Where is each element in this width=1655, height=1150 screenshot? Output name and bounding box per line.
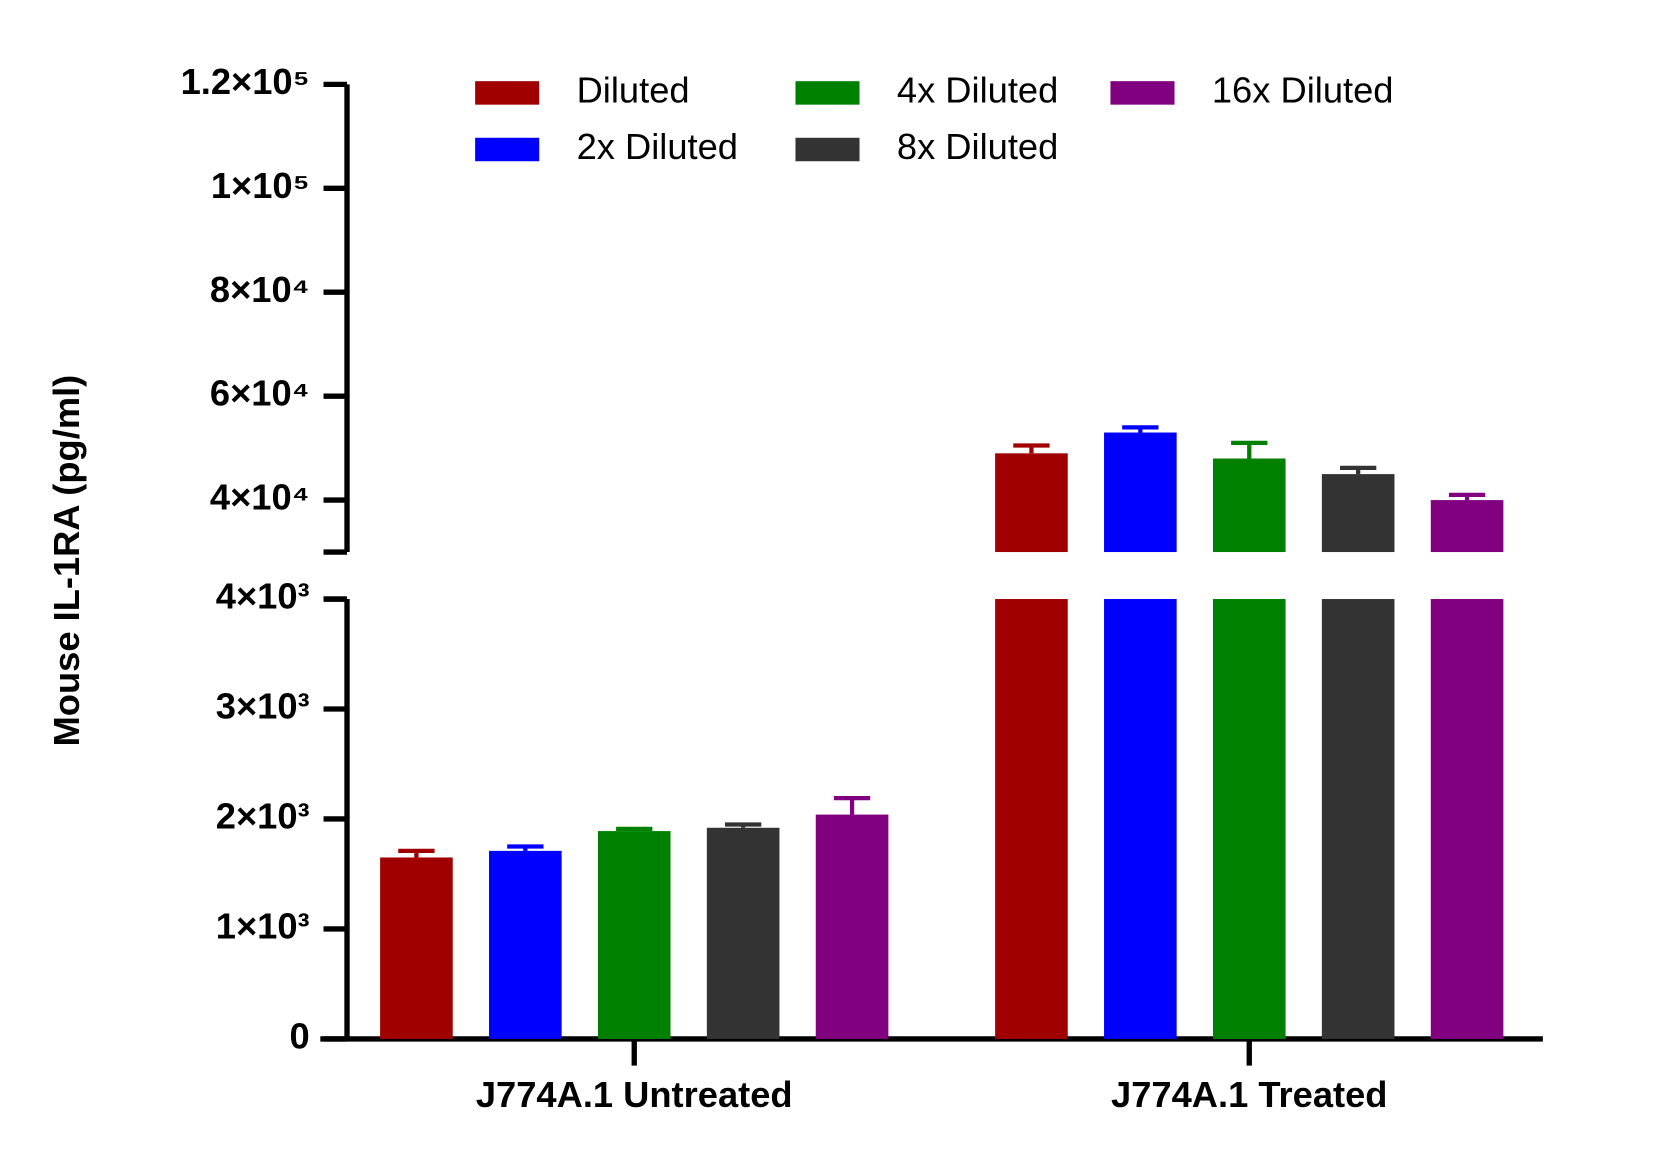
legend-label: 4x Diluted [897,70,1058,111]
bar-lower [1212,599,1286,1039]
legend-swatch [795,81,860,105]
bar-upper [995,453,1068,553]
bar-upper [1104,432,1177,553]
bar [597,831,671,1039]
y-tick-label: 1×10⁵ [211,165,310,206]
legend-swatch [795,137,860,162]
legend-label: Diluted [577,70,690,111]
x-tick-label: J774A.1 Treated [1111,1074,1387,1115]
legend-swatch [1110,81,1175,105]
y-axis-title: Mouse IL-1RA (pg/ml) [46,375,87,747]
bar-upper [1430,500,1504,553]
bar-upper [1212,458,1286,553]
bar-lower [1104,599,1177,1039]
y-tick-label: 4×10³ [216,576,310,617]
x-tick-label: J774A.1 Untreated [476,1074,793,1115]
bar-lower [995,599,1068,1039]
y-tick-label: 8×10⁴ [210,269,310,310]
y-tick-label: 2×10³ [216,796,310,837]
legend-label: 8x Diluted [897,126,1058,167]
y-tick-label: 1.2×10⁵ [181,61,310,102]
bar-lower [1321,599,1395,1039]
y-tick-label: 4×10⁴ [210,477,310,518]
bar [489,850,562,1039]
legend-label: 2x Diluted [577,126,738,167]
y-tick-label: 0 [289,1016,309,1057]
bar-upper [1321,474,1395,553]
y-tick-label: 1×10³ [216,906,310,947]
legend-swatch [475,137,540,162]
legend-label: 16x Diluted [1212,70,1394,111]
bar [380,857,453,1039]
y-tick-label: 3×10³ [216,686,310,727]
bar [706,827,780,1039]
y-tick-label: 6×10⁴ [210,373,310,414]
legend-swatch [475,81,540,105]
bar [815,814,889,1039]
bar-lower [1430,599,1504,1039]
